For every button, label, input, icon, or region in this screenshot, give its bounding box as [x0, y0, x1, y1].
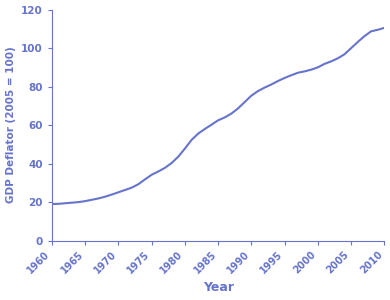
Y-axis label: GDP Deflator (2005 = 100): GDP Deflator (2005 = 100) — [5, 47, 16, 203]
X-axis label: Year: Year — [203, 281, 234, 294]
